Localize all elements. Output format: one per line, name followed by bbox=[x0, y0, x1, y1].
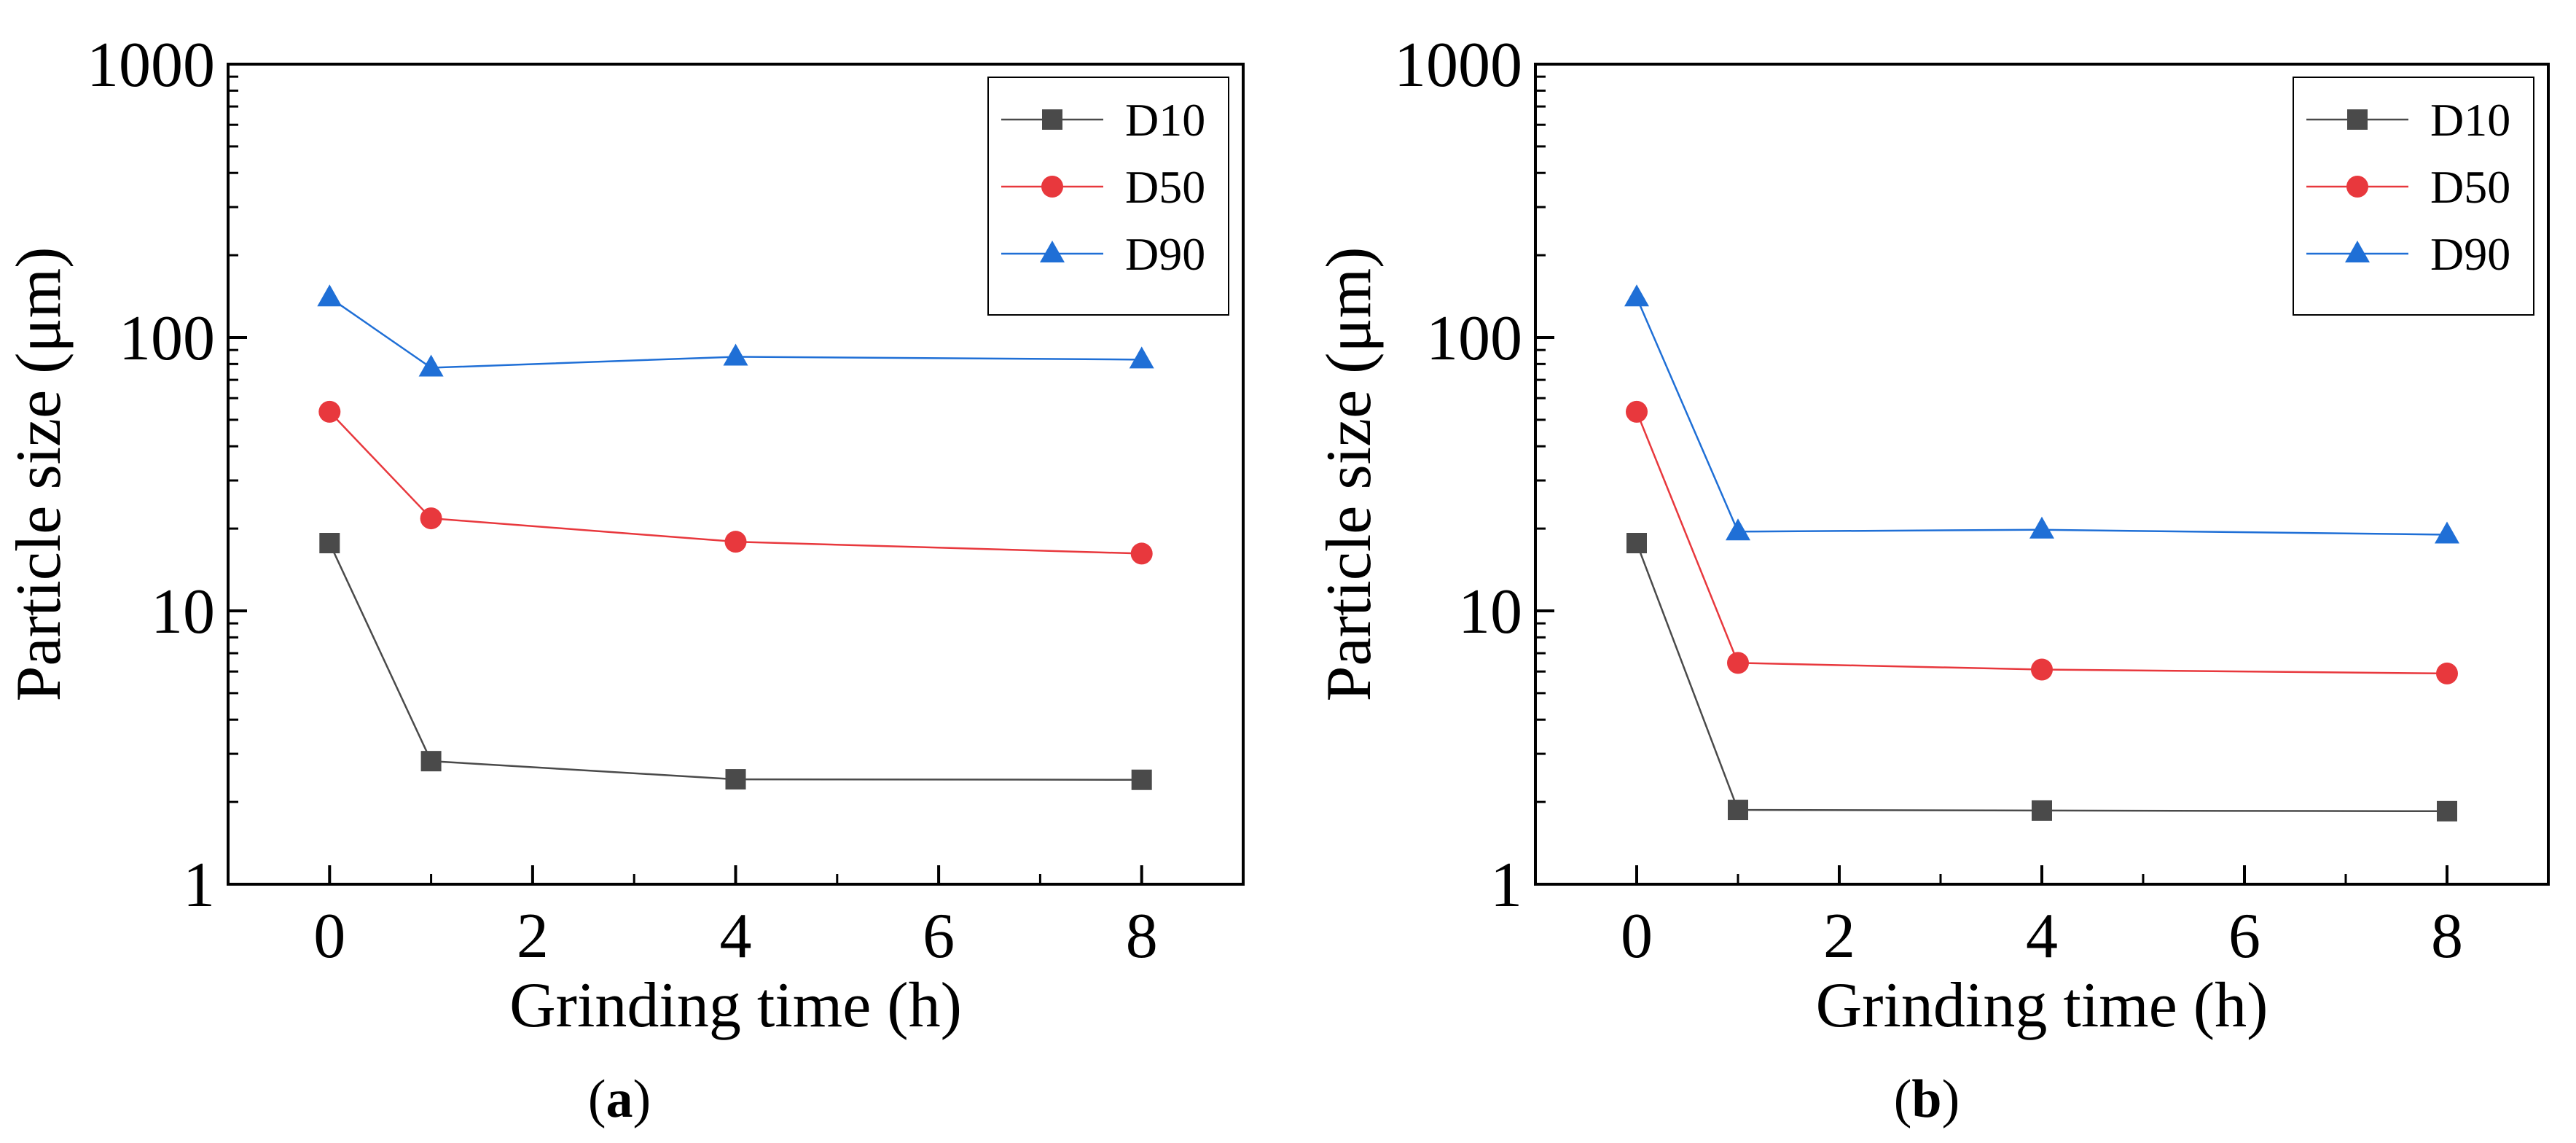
legend: D10 D50 D90 bbox=[2293, 77, 2534, 316]
data-point-d90 bbox=[2029, 516, 2054, 539]
panel-a: 0 2 4 6 8 1 10 100 1000 Grinding time (h) Particle… bbox=[4, 30, 1245, 1129]
panel-label-open: ( bbox=[1894, 1069, 1912, 1129]
legend-label: D50 bbox=[2430, 161, 2510, 213]
data-point-d90 bbox=[1726, 518, 1750, 541]
data-point-d10 bbox=[2032, 800, 2052, 821]
panel-label-close: ) bbox=[1942, 1069, 1960, 1129]
x-tick-label: 8 bbox=[2431, 901, 2463, 972]
panel-label-close: ) bbox=[633, 1069, 651, 1129]
x-axis-title: Grinding time (h) bbox=[1816, 970, 2268, 1041]
series-line-d10 bbox=[1635, 542, 2448, 813]
legend: D10 D50 D90 bbox=[987, 77, 1229, 316]
legend-item-d50: D50 bbox=[1001, 161, 1205, 213]
data-point-d10 bbox=[1626, 533, 1647, 554]
data-point-d50 bbox=[1130, 542, 1153, 565]
legend-item-d90: D90 bbox=[2306, 228, 2510, 280]
legend-item-d50: D50 bbox=[2306, 161, 2510, 213]
series-line-d10 bbox=[329, 542, 1142, 781]
series-d90 bbox=[1624, 284, 2459, 544]
x-tick-label: 0 bbox=[313, 901, 345, 972]
panel-b: 0 2 4 6 8 1 10 100 1000 Grinding time (h) Particle… bbox=[1314, 30, 2550, 1129]
panel-label-letter: b bbox=[1911, 1069, 1941, 1129]
data-point-d50 bbox=[318, 400, 341, 423]
y-tick-label: 1 bbox=[1490, 850, 1522, 921]
y-axis-title: Particle size (μm) bbox=[1314, 247, 1385, 702]
legend-label: D10 bbox=[1125, 94, 1205, 146]
data-point-d90 bbox=[2435, 521, 2459, 544]
legend-marker-d10 bbox=[1042, 109, 1062, 130]
data-point-d90 bbox=[418, 354, 444, 377]
y-tick-label: 10 bbox=[151, 577, 215, 647]
data-point-d50 bbox=[420, 507, 442, 530]
y-tick-label: 100 bbox=[1426, 303, 1522, 374]
legend-marker-d90 bbox=[1040, 241, 1065, 262]
data-point-d10 bbox=[1131, 769, 1152, 790]
series-line-d90 bbox=[329, 297, 1142, 369]
y-axis-title: Particle size (μm) bbox=[4, 247, 74, 702]
data-point-d90 bbox=[723, 343, 748, 366]
data-point-d50 bbox=[1727, 652, 1749, 674]
x-tick-label: 4 bbox=[720, 901, 752, 972]
series-line-d90 bbox=[1635, 297, 2448, 536]
legend-item-d10: D10 bbox=[2306, 94, 2510, 146]
legend-item-d10: D10 bbox=[1001, 94, 1205, 146]
data-point-d10 bbox=[319, 533, 340, 554]
legend-box bbox=[987, 77, 1229, 316]
panel-label: (b) bbox=[1894, 1069, 1960, 1129]
x-tick-label: 8 bbox=[1126, 901, 1158, 972]
legend-marker-d10 bbox=[2347, 109, 2368, 130]
panel-label-open: ( bbox=[588, 1069, 606, 1129]
legend-marker-d50 bbox=[1041, 176, 1063, 198]
data-point-d50 bbox=[2031, 658, 2053, 681]
y-tick-label: 1 bbox=[183, 850, 215, 921]
x-tick-label: 0 bbox=[1621, 901, 1653, 972]
legend-marker-d90 bbox=[2345, 241, 2370, 262]
series-d50 bbox=[318, 400, 1153, 565]
legend-item-d90: D90 bbox=[1001, 228, 1205, 280]
legend-label: D50 bbox=[1125, 161, 1205, 213]
x-tick-label: 6 bbox=[923, 901, 955, 972]
legend-marker-d50 bbox=[2346, 176, 2368, 198]
series-line-d50 bbox=[1635, 411, 2448, 675]
data-point-d10 bbox=[2437, 800, 2457, 822]
y-tick-label: 1000 bbox=[87, 30, 215, 101]
series-d90 bbox=[317, 284, 1154, 377]
x-tick-label: 2 bbox=[1823, 901, 1855, 972]
legend-label: D90 bbox=[2430, 228, 2510, 280]
data-point-d50 bbox=[2436, 662, 2458, 684]
legend-label: D90 bbox=[1125, 228, 1205, 280]
data-point-d90 bbox=[1129, 346, 1154, 369]
data-point-d90 bbox=[1624, 284, 1649, 307]
data-point-d10 bbox=[1728, 800, 1748, 821]
x-tick-label: 2 bbox=[517, 901, 549, 972]
y-tick-label: 100 bbox=[119, 303, 215, 374]
data-point-d50 bbox=[1626, 400, 1648, 423]
data-point-d10 bbox=[420, 751, 442, 772]
legend-label: D10 bbox=[2430, 94, 2510, 146]
y-tick-label: 1000 bbox=[1394, 30, 1522, 101]
data-point-d90 bbox=[317, 284, 342, 307]
x-axis-title: Grinding time (h) bbox=[509, 970, 962, 1041]
series-line-d50 bbox=[329, 411, 1142, 555]
series-d50 bbox=[1626, 400, 2458, 684]
series-d10 bbox=[1626, 533, 2457, 822]
x-tick-label: 4 bbox=[2026, 901, 2058, 972]
series-d10 bbox=[319, 533, 1152, 790]
data-point-d50 bbox=[724, 531, 747, 553]
y-tick-label: 10 bbox=[1458, 577, 1522, 647]
x-tick-label: 6 bbox=[2228, 901, 2260, 972]
data-point-d10 bbox=[725, 769, 746, 790]
panel-label-letter: a bbox=[606, 1069, 633, 1129]
panel-label: (a) bbox=[588, 1069, 651, 1129]
legend-box bbox=[2293, 77, 2534, 316]
